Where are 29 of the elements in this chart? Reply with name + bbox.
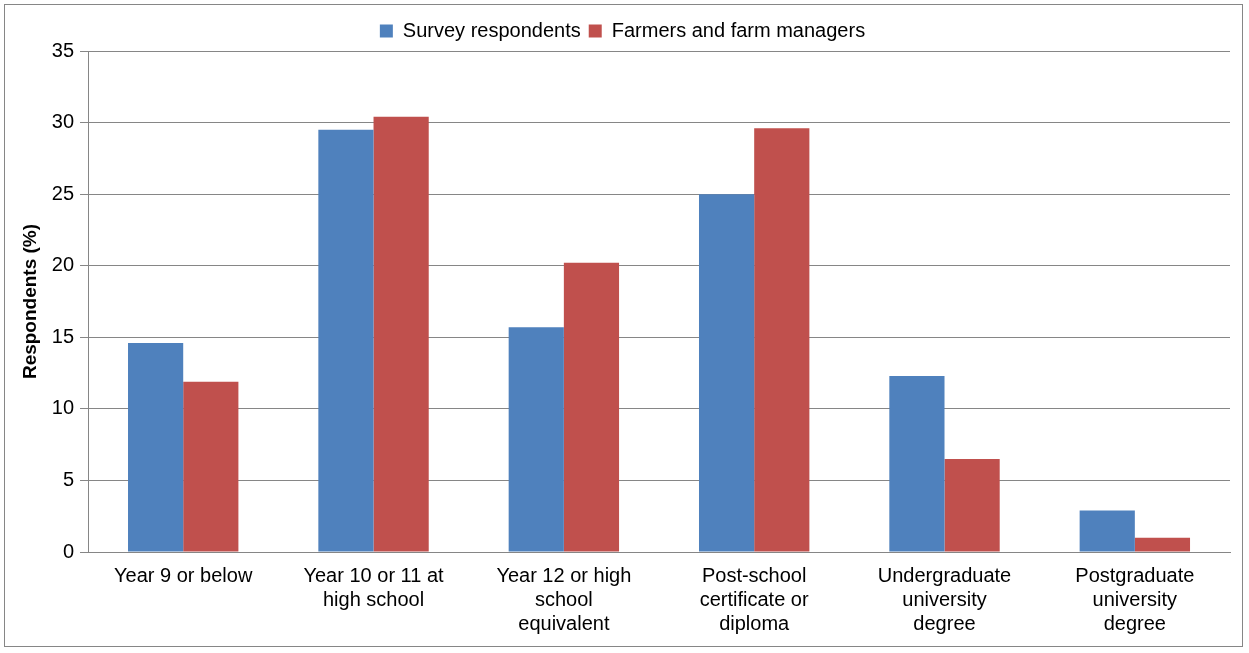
bar xyxy=(754,128,810,552)
bar xyxy=(1134,537,1191,552)
y-tick-label: 0 xyxy=(62,539,75,562)
y-tick-label: 30 xyxy=(51,110,75,133)
y-tick-label: 20 xyxy=(51,253,75,276)
y-tick-label: 25 xyxy=(51,181,75,204)
bar xyxy=(318,129,374,552)
bar xyxy=(889,375,945,552)
bar xyxy=(183,381,239,552)
y-tick-label: 35 xyxy=(51,38,75,61)
legend-label: Survey respondents xyxy=(402,18,581,41)
bar xyxy=(508,327,564,552)
bar xyxy=(944,458,1000,552)
x-tick-label: Year 10 or 11 at high school xyxy=(303,563,445,610)
bar xyxy=(563,262,620,552)
bar xyxy=(128,343,184,552)
y-tick-label: 5 xyxy=(62,467,75,490)
y-axis-title: Respondents (%) xyxy=(18,223,40,380)
y-tick-label: 15 xyxy=(51,324,75,347)
bar xyxy=(1079,510,1135,552)
x-tick-label: Year 9 or below xyxy=(114,563,253,586)
x-tick-label: Post-school certificate or diploma xyxy=(699,563,809,634)
x-tick-label: Year 12 or high school equivalent xyxy=(496,563,632,634)
x-tick-label: Postgraduate university degree xyxy=(1075,563,1195,634)
bar xyxy=(698,194,755,552)
y-tick-label: 10 xyxy=(51,396,75,419)
legend-label: Farmers and farm managers xyxy=(611,18,866,41)
bar xyxy=(373,116,429,552)
x-tick-label: Undergraduate university degree xyxy=(877,563,1012,634)
